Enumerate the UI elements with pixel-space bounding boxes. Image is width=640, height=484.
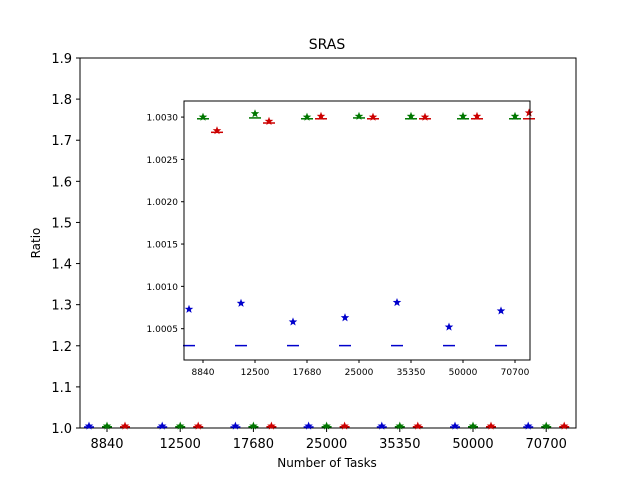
y-tick-label: 1.6: [51, 175, 72, 190]
inset-outlier-point: [354, 111, 364, 120]
inset-x-tick-label: 8840: [192, 368, 215, 378]
inset-outlier-point: [184, 304, 194, 313]
y-tick-label: 1.1: [51, 381, 72, 396]
outlier-point: [340, 421, 349, 430]
outlier-point: [322, 421, 331, 430]
inset-outlier-point: [510, 111, 520, 120]
main-y-axis: 1.0 1.1 1.2 1.3 1.4 1.5 1.6 1.7 1.8 1.9: [51, 52, 80, 437]
inset-y-tick-label: 1.0025: [147, 156, 179, 166]
main-plot-marks: [84, 421, 570, 430]
x-tick-label: 35350: [379, 437, 420, 452]
inset-outlier-point: [340, 313, 350, 322]
outlier-point: [175, 421, 185, 430]
inset-outlier-point: [472, 111, 482, 120]
y-tick-label: 1.7: [51, 134, 72, 149]
y-tick-label: 1.4: [51, 258, 72, 273]
inset-x-axis: 8840 12500 17680 25000 35350 50000 70700: [192, 360, 530, 378]
inset-outlier-point: [406, 111, 416, 120]
x-tick-label: 12500: [160, 437, 201, 452]
y-tick-label: 1.9: [51, 52, 72, 67]
inset-outlier-point: [212, 126, 222, 135]
outlier-point: [249, 421, 258, 430]
outlier-point: [231, 421, 240, 430]
inset-x-tick-label: 12500: [241, 368, 270, 378]
outlier-point: [523, 421, 533, 430]
outlier-point: [304, 421, 313, 430]
inset-y-tick-label: 1.0015: [147, 241, 179, 251]
inset-plot-frame: [183, 100, 531, 361]
inset-background: [184, 101, 530, 360]
inset-x-tick-label: 35350: [397, 368, 426, 378]
inset-x-tick-label: 25000: [345, 368, 374, 378]
outlier-point: [541, 421, 551, 430]
outlier-point: [267, 421, 276, 430]
main-x-axis: 8840 12500 17680 25000 35350 50000 70700: [90, 428, 567, 452]
y-axis-label: Ratio: [29, 228, 43, 259]
inset-outlier-point: [302, 112, 312, 121]
inset-outlier-point: [264, 116, 274, 125]
outlier-point: [450, 421, 460, 430]
y-tick-label: 1.3: [51, 299, 72, 314]
inset-x-tick-label: 17680: [293, 368, 322, 378]
inset-x-tick-label: 70700: [501, 368, 530, 378]
outlier-point: [102, 421, 112, 430]
outlier-point: [395, 421, 405, 430]
inset-outlier-point: [368, 112, 378, 121]
y-tick-label: 1.0: [51, 422, 72, 437]
x-tick-label: 17680: [233, 437, 274, 452]
inset-outlier-point: [444, 322, 454, 331]
inset-y-tick-label: 1.0010: [147, 283, 179, 293]
inset-outlier-point: [250, 109, 260, 118]
inset-y-tick-label: 1.0030: [147, 114, 179, 124]
y-tick-label: 1.5: [51, 216, 72, 231]
outlier-point: [559, 421, 569, 430]
outlier-point: [377, 421, 387, 430]
inset-outlier-point: [316, 111, 326, 120]
inset-outlier-point: [392, 297, 402, 307]
x-tick-label: 25000: [306, 437, 347, 452]
outlier-point: [193, 421, 203, 430]
inset-y-axis: 1.0005 1.0010 1.0015 1.0020 1.0025 1.0030: [147, 114, 184, 335]
x-tick-label: 8840: [90, 437, 123, 452]
y-tick-label: 1.2: [51, 340, 72, 355]
outlier-point: [157, 421, 167, 430]
x-tick-label: 70700: [526, 437, 567, 452]
outlier-point: [413, 421, 423, 430]
outlier-point: [120, 421, 130, 430]
inset-outlier-point: [420, 112, 430, 121]
inset-outlier-point: [236, 298, 246, 307]
inset-plot-marks: [183, 108, 535, 347]
inset-outlier-point: [198, 112, 208, 121]
inset-outlier-point: [496, 306, 506, 315]
chart-title: SRAS: [309, 37, 346, 53]
inset-y-tick-label: 1.0020: [147, 198, 179, 208]
inset-outlier-point: [288, 317, 298, 326]
outlier-point: [486, 421, 496, 430]
x-axis-label: Number of Tasks: [277, 456, 377, 470]
outlier-point: [84, 421, 94, 430]
y-tick-label: 1.8: [51, 93, 72, 108]
inset-outlier-point: [524, 108, 534, 117]
x-tick-label: 50000: [452, 437, 493, 452]
outlier-point: [468, 421, 478, 430]
inset-y-tick-label: 1.0005: [147, 325, 179, 335]
inset-x-tick-label: 50000: [449, 368, 478, 378]
inset-outlier-point: [458, 111, 468, 120]
